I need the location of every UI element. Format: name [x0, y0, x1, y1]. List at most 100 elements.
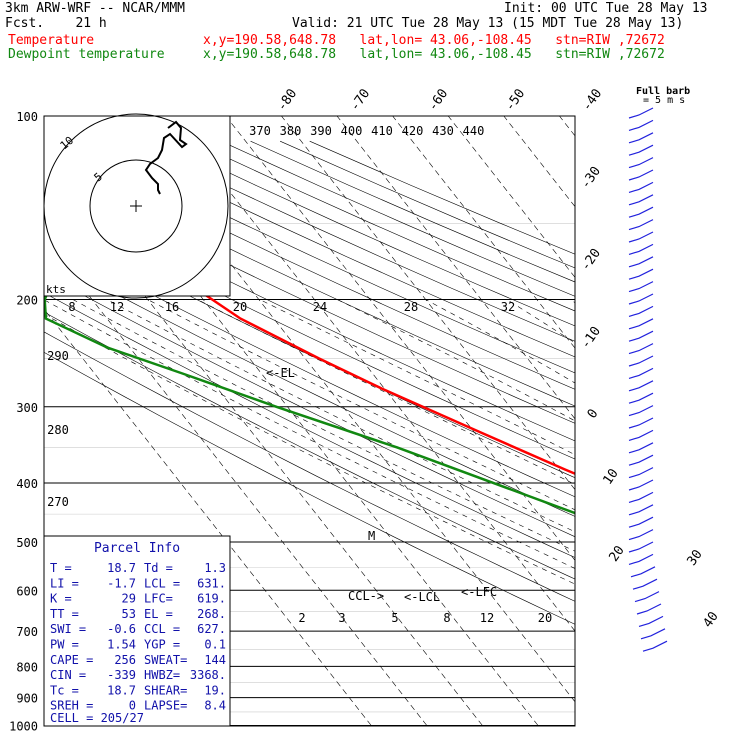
dry-adiabat-line — [44, 203, 575, 460]
wind-barb — [628, 281, 654, 293]
pressure-tick-label: 1000 — [9, 720, 38, 734]
parcel-value: 631. — [197, 576, 226, 590]
parcel-title: Parcel Info — [94, 541, 180, 556]
wind-barb — [628, 293, 654, 305]
wind-barb — [628, 219, 654, 231]
parcel-key: YGP = — [144, 638, 180, 652]
moist-adiabat-line — [197, 299, 575, 485]
theta-e-label: 380 — [280, 124, 302, 138]
isotherm-line — [559, 116, 575, 137]
pressure-tick-label: 100 — [16, 110, 38, 124]
isotherm-right-label: 10 — [600, 466, 621, 487]
parcel-value: 0 — [129, 699, 136, 713]
wind-barb — [628, 119, 654, 131]
parcel-value: 8.4 — [204, 699, 226, 713]
theta-e-label: 370 — [249, 124, 271, 138]
wind-barb — [628, 380, 654, 392]
parcel-key: CCL = — [144, 622, 180, 636]
parcel-box — [43, 535, 231, 727]
hodograph-axis-label: 20 — [233, 300, 247, 314]
wind-barb — [628, 516, 654, 528]
parcel-value: 627. — [197, 622, 226, 636]
parcel-key: SREH = — [50, 699, 93, 713]
wind-barb — [628, 454, 654, 466]
parcel-value: 256 — [114, 653, 136, 667]
dry-adiabat-line — [191, 140, 575, 312]
wind-barb — [632, 578, 658, 590]
mixing-ratio-label: 20 — [538, 611, 552, 625]
pressure-tick-label: 700 — [16, 625, 38, 639]
isotherm-right-label: 30 — [684, 547, 705, 568]
plot-frame — [43, 115, 576, 727]
wind-barb — [628, 529, 654, 541]
wind-barb — [628, 479, 654, 491]
parcel-key: Tc = — [50, 683, 79, 697]
temperature-legend: Temperature — [8, 33, 95, 48]
parcel-value: 268. — [197, 607, 226, 621]
parcel-value: 53 — [122, 607, 136, 621]
wind-barb — [628, 541, 654, 553]
theta-label: 290 — [47, 349, 69, 363]
parcel-value: 19. — [204, 683, 226, 697]
pressure-tick-label: 300 — [16, 401, 38, 415]
hodograph-trace — [144, 120, 188, 195]
wind-barb — [628, 194, 654, 206]
hodograph-axis-label: 16 — [165, 300, 179, 314]
dry-adiabat-line — [44, 171, 575, 424]
wind-barb — [642, 640, 668, 652]
theta-e-label: 410 — [371, 124, 393, 138]
moist-adiabat-line — [337, 299, 575, 422]
parcel-value: -1.7 — [107, 576, 136, 590]
dry-adiabat-line — [44, 292, 575, 558]
hodograph-unit-label: kts — [46, 283, 66, 296]
parcel-value: 1.54 — [107, 638, 136, 652]
wind-barb — [628, 181, 654, 193]
wind-barb — [628, 243, 654, 255]
parcel-key: Td = — [144, 561, 173, 575]
wind-barb — [628, 417, 654, 429]
wind-barb — [628, 157, 654, 169]
theta-label: 270 — [47, 495, 69, 509]
theta-e-label: 400 — [341, 124, 363, 138]
parcel-value: -339 — [107, 668, 136, 682]
parcel-key: SWEAT= — [144, 653, 187, 667]
pressure-tick-label: 400 — [16, 477, 38, 491]
dewpoint-location: x,y=190.58,648.78 lat,lon= 43.06,-108.45… — [203, 47, 665, 62]
wind-barb-legend: Full barb — [636, 86, 690, 97]
chart-header: 3km ARW-WRF -- NCAR/MMM Init: 00 UTC Tue… — [0, 0, 740, 70]
dry-adiabat-line — [44, 237, 575, 498]
hodograph-axis-label: 12 — [110, 300, 124, 314]
dewpoint-legend: Dewpoint temperature — [8, 47, 165, 62]
hodograph-axis-label: 24 — [313, 300, 327, 314]
parcel-info-panel: Parcel Info T = 18.7 Td = 1.3 LI = -1.7 LCL = 63… — [43, 535, 231, 727]
moist-adiabat-line — [570, 299, 575, 304]
wind-barb — [628, 107, 654, 119]
isotherm-line — [281, 116, 575, 491]
mixing-ratio-label: 5 — [391, 611, 398, 625]
dry-adiabat-line — [44, 156, 575, 407]
wind-barb — [634, 591, 660, 603]
theta-e-label: 430 — [432, 124, 454, 138]
hodograph-axis-label: 8 — [68, 300, 75, 314]
model-label: 3km ARW-WRF -- NCAR/MMM — [5, 1, 186, 16]
isotherm-right-label: -30 — [578, 164, 604, 192]
wind-barb — [628, 504, 654, 516]
parcel-value: -0.6 — [107, 622, 136, 636]
isotherm-line — [726, 116, 740, 726]
wind-barb — [640, 628, 666, 640]
parcel-value: 18.7 — [107, 683, 136, 697]
dry-adiabat-line — [279, 140, 575, 269]
pressure-tick-label: 500 — [16, 536, 38, 550]
dry-adiabat-line — [44, 273, 575, 538]
parcel-cell: CELL = 205/27 — [50, 711, 144, 725]
parcel-key: LI = — [50, 576, 79, 590]
parcel-key: SHEAR= — [144, 683, 187, 697]
wind-barb — [636, 603, 662, 615]
parcel-value: 29 — [122, 592, 136, 606]
wind-barb — [628, 132, 654, 144]
pressure-tick-label: 800 — [16, 660, 38, 674]
isotherm-top-label: -60 — [426, 86, 452, 114]
dry-adiabat-line — [161, 140, 575, 327]
